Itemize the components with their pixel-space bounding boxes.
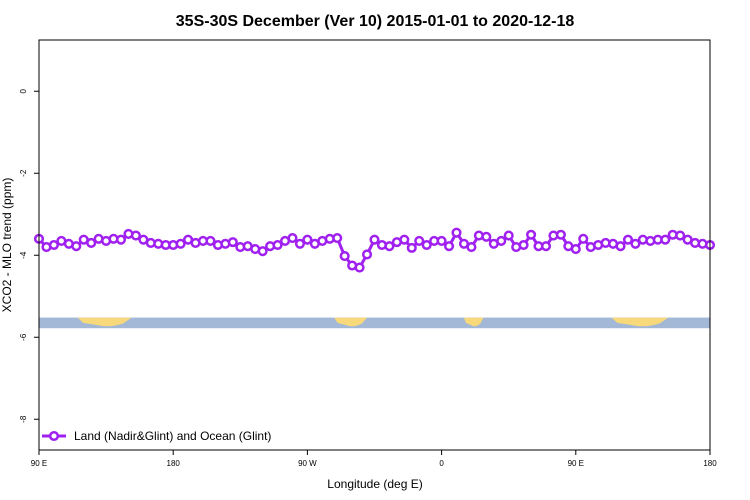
data-point (361, 249, 373, 260)
x-tick-label: 0 (439, 459, 444, 468)
data-point (540, 241, 552, 252)
y-tick-label: -8 (19, 415, 28, 423)
data-point (175, 238, 186, 249)
legend: Land (Nadir&Glint) and Ocean (Glint) (42, 429, 271, 443)
data-point (272, 239, 283, 251)
map-land (463, 317, 484, 327)
data-point (421, 239, 432, 251)
data-point (481, 231, 492, 242)
data-point (518, 239, 529, 251)
y-axis-label: XCO2 - MLO trend (ppm) (0, 178, 14, 313)
map-ocean (39, 317, 710, 329)
data-point (660, 234, 671, 245)
y-tick-label: -6 (19, 333, 28, 341)
data-point (496, 235, 507, 246)
map-land (611, 317, 669, 327)
data-point (369, 234, 380, 245)
y-tick-label: -2 (19, 169, 28, 177)
data-point (578, 233, 589, 244)
x-tick-label: 180 (703, 459, 717, 468)
x-tick-label: 90 W (298, 459, 317, 468)
data-point (555, 229, 566, 240)
data-point (622, 234, 634, 245)
data-point (526, 229, 537, 240)
x-axis: 90 E 180 90 W 0 90 E 180 (31, 450, 717, 468)
data-point (399, 234, 410, 245)
y-axis: 0 -2 -4 -6 -8 (19, 88, 39, 423)
data-point (130, 230, 141, 241)
data-point (302, 234, 313, 245)
plot-frame (38, 39, 711, 451)
data-point (257, 246, 268, 257)
data-point (466, 242, 477, 253)
data-point (339, 251, 350, 262)
data-point (675, 230, 686, 241)
data-point (414, 235, 425, 246)
data-point (227, 237, 238, 248)
data-point (570, 244, 581, 255)
data-point (205, 235, 216, 246)
x-axis-label: Longitude (deg E) (327, 477, 422, 491)
x-tick-label: 90 E (31, 459, 47, 468)
series-layer (33, 227, 716, 273)
data-point (503, 230, 514, 241)
data-point (384, 241, 395, 252)
map-land (334, 317, 368, 327)
data-point (86, 237, 97, 248)
data-point (406, 242, 417, 253)
map-land (77, 317, 132, 327)
data-point (436, 235, 447, 246)
data-point (354, 262, 365, 273)
legend-marker-swatch (48, 430, 60, 442)
data-point (287, 232, 298, 244)
data-point (615, 241, 626, 252)
data-point (444, 241, 455, 252)
y-tick-label: 0 (19, 88, 28, 93)
data-point (294, 238, 305, 249)
data-point (48, 239, 59, 251)
data-point (630, 238, 641, 249)
data-point (451, 227, 462, 238)
legend-label: Land (Nadir&Glint) and Ocean (Glint) (74, 429, 271, 443)
x-tick-label: 90 E (568, 459, 584, 468)
y-tick-label: -4 (19, 251, 28, 259)
map-strip (39, 317, 710, 329)
data-point (332, 232, 343, 244)
data-point (71, 241, 82, 252)
data-point (115, 234, 127, 245)
x-tick-label: 180 (167, 459, 181, 468)
chart-title: 35S-30S December (Ver 10) 2015-01-01 to … (176, 13, 575, 30)
